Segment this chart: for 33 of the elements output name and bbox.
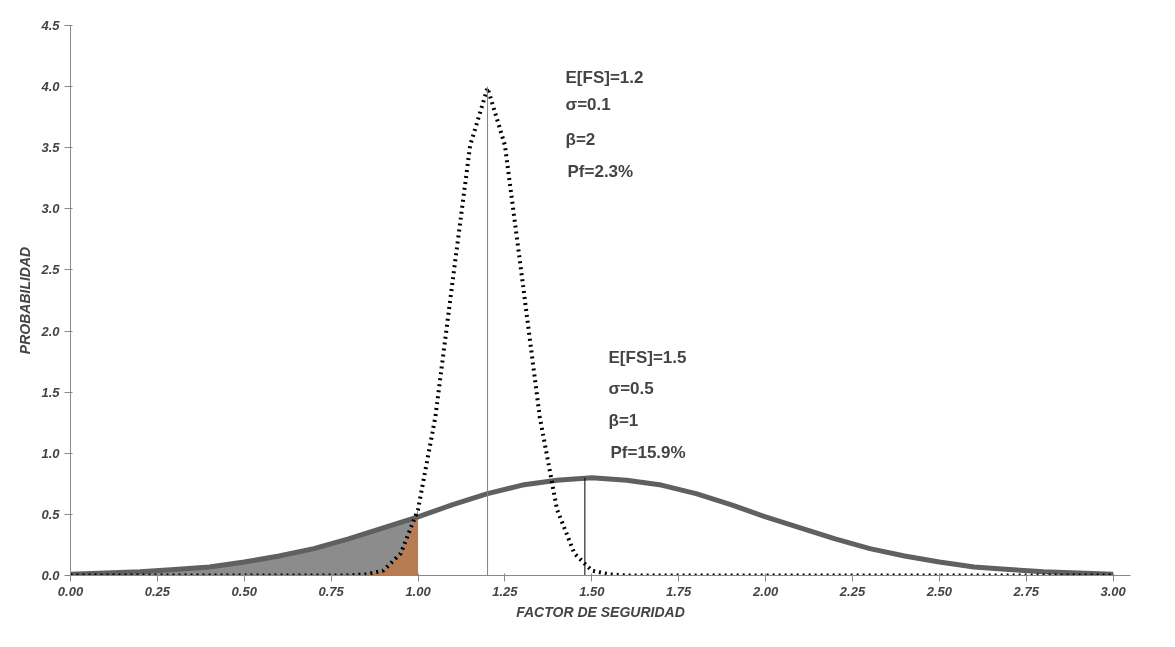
- x-tick-label: 2.50: [925, 583, 953, 599]
- annotation: Pf=15.9%: [610, 443, 686, 462]
- x-tick-label: 0.50: [231, 583, 258, 599]
- y-axis-title: PROBABILIDAD: [17, 246, 34, 355]
- y-tick-label: 0.5: [41, 506, 61, 522]
- y-tick-label: 3.0: [41, 201, 61, 217]
- y-tick-label: 3.5: [41, 140, 61, 156]
- annotation: β=1: [608, 411, 639, 430]
- y-tick-label: 4.5: [40, 18, 61, 33]
- x-tick-label: 1.25: [492, 583, 519, 599]
- y-tick-label: 0.0: [41, 568, 61, 583]
- x-tick-label: 3.00: [1100, 583, 1127, 599]
- x-tick-label: 1.50: [579, 583, 606, 599]
- x-tick-label: 2.75: [1012, 583, 1040, 599]
- x-tick-label: 0.25: [144, 583, 171, 599]
- x-tick-label: 2.00: [751, 583, 779, 599]
- annotation: Pf=2.3%: [567, 162, 634, 181]
- x-axis-title: FACTOR DE SEGURIDAD: [516, 603, 685, 620]
- x-tick-label: 1.75: [666, 583, 693, 599]
- y-tick-label: 2.0: [40, 323, 61, 339]
- x-tick-label: 1.00: [405, 583, 432, 599]
- x-tick-label: 2.25: [838, 583, 866, 599]
- y-tick-label: 4.0: [40, 79, 61, 95]
- annotation: E[FS]=1.5: [608, 348, 687, 367]
- x-tick-label: 0.00: [57, 583, 84, 599]
- annotation: σ=0.1: [565, 95, 611, 114]
- y-tick-label: 1.5: [41, 384, 61, 400]
- y-tick-label: 1.0: [41, 445, 61, 461]
- y-tick-label: 2.5: [40, 262, 61, 278]
- annotation: β=2: [565, 130, 596, 149]
- x-tick-label: 0.75: [318, 583, 345, 599]
- annotation: σ=0.5: [608, 379, 654, 398]
- annotation: E[FS]=1.2: [565, 68, 644, 87]
